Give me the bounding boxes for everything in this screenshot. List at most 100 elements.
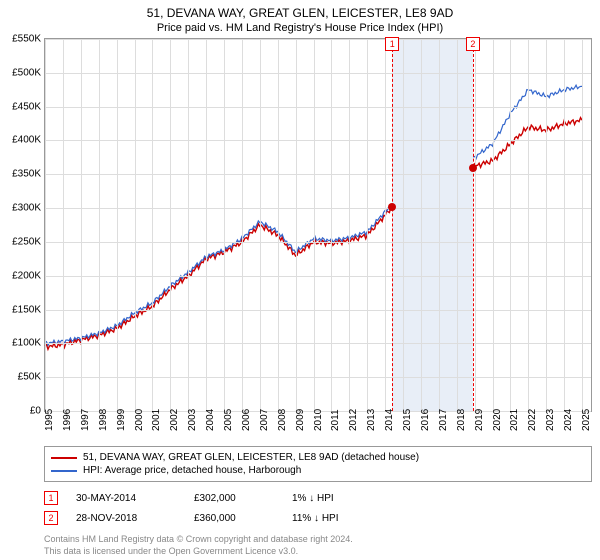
legend-item: 51, DEVANA WAY, GREAT GLEN, LEICESTER, L… <box>51 451 585 464</box>
gridline-v <box>528 39 529 411</box>
x-tick-label: 2009 <box>291 409 306 431</box>
gridline-v <box>493 39 494 411</box>
gridline-h <box>45 39 591 40</box>
gridline-v <box>349 39 350 411</box>
sale-point-dot <box>469 164 477 172</box>
gridline-v <box>188 39 189 411</box>
x-tick-label: 1995 <box>40 409 55 431</box>
gridline-v <box>331 39 332 411</box>
legend: 51, DEVANA WAY, GREAT GLEN, LEICESTER, L… <box>44 446 592 482</box>
x-tick-label: 2002 <box>165 409 180 431</box>
x-tick-label: 2015 <box>398 409 413 431</box>
gridline-h <box>45 174 591 175</box>
gridline-v <box>439 39 440 411</box>
gridline-v <box>81 39 82 411</box>
shaded-region <box>392 39 473 411</box>
x-tick-label: 2022 <box>523 409 538 431</box>
x-tick-label: 2004 <box>201 409 216 431</box>
gridline-v <box>385 39 386 411</box>
x-tick-label: 2000 <box>130 409 145 431</box>
x-tick-label: 2014 <box>380 409 395 431</box>
gridline-v <box>421 39 422 411</box>
gridline-v <box>510 39 511 411</box>
x-tick-label: 2025 <box>577 409 592 431</box>
gridline-v <box>296 39 297 411</box>
legend-swatch <box>51 457 77 459</box>
chart-svg <box>45 39 591 411</box>
transaction-marker-badge: 1 <box>44 491 58 505</box>
gridline-h <box>45 208 591 209</box>
gridline-v <box>278 39 279 411</box>
y-tick-label: £200K <box>12 270 45 281</box>
footer-attribution: Contains HM Land Registry data © Crown c… <box>44 534 592 557</box>
sale-marker-line <box>392 39 393 411</box>
chart-plot-area: £0£50K£100K£150K£200K£250K£300K£350K£400… <box>44 38 592 412</box>
gridline-v <box>546 39 547 411</box>
sale-marker-badge: 1 <box>385 37 399 51</box>
gridline-h <box>45 343 591 344</box>
legend-item: HPI: Average price, detached house, Harb… <box>51 464 585 477</box>
x-tick-label: 2001 <box>147 409 162 431</box>
y-tick-label: £250K <box>12 236 45 247</box>
x-tick-label: 1998 <box>94 409 109 431</box>
x-tick-label: 2019 <box>470 409 485 431</box>
gridline-v <box>403 39 404 411</box>
x-tick-label: 2012 <box>344 409 359 431</box>
gridline-v <box>152 39 153 411</box>
x-tick-label: 2008 <box>273 409 288 431</box>
y-tick-label: £300K <box>12 203 45 214</box>
y-tick-label: £550K <box>12 34 45 45</box>
x-tick-label: 2020 <box>488 409 503 431</box>
x-tick-label: 2024 <box>559 409 574 431</box>
legend-swatch <box>51 470 77 472</box>
transaction-date: 28-NOV-2018 <box>76 513 176 524</box>
transaction-price: £360,000 <box>194 513 274 524</box>
x-tick-label: 2010 <box>309 409 324 431</box>
y-tick-label: £50K <box>18 372 45 383</box>
y-tick-label: £100K <box>12 338 45 349</box>
gridline-v <box>135 39 136 411</box>
gridline-h <box>45 276 591 277</box>
transaction-marker-badge: 2 <box>44 511 58 525</box>
y-tick-label: £500K <box>12 67 45 78</box>
x-tick-label: 1997 <box>76 409 91 431</box>
x-tick-label: 2007 <box>255 409 270 431</box>
footer-line-2: This data is licensed under the Open Gov… <box>44 546 592 558</box>
sale-marker-line <box>473 39 474 411</box>
x-tick-label: 2016 <box>416 409 431 431</box>
gridline-v <box>564 39 565 411</box>
sale-point-dot <box>388 203 396 211</box>
gridline-h <box>45 140 591 141</box>
gridline-v <box>260 39 261 411</box>
transaction-table: 130-MAY-2014£302,0001% ↓ HPI 2 28-NOV-2018… <box>44 488 592 528</box>
gridline-v <box>242 39 243 411</box>
x-tick-label: 2021 <box>505 409 520 431</box>
x-tick-label: 2017 <box>434 409 449 431</box>
transaction-row: 2 28-NOV-2018 £360,000 11% ↓ HPI <box>44 508 592 528</box>
gridline-h <box>45 73 591 74</box>
transaction-row: 130-MAY-2014£302,0001% ↓ HPI <box>44 488 592 508</box>
y-tick-label: £350K <box>12 169 45 180</box>
x-tick-label: 1999 <box>112 409 127 431</box>
gridline-v <box>206 39 207 411</box>
x-tick-label: 2005 <box>219 409 234 431</box>
sale-marker-badge: 2 <box>466 37 480 51</box>
chart-title: 51, DEVANA WAY, GREAT GLEN, LEICESTER, L… <box>0 0 600 20</box>
gridline-v <box>45 39 46 411</box>
legend-label: HPI: Average price, detached house, Harb… <box>83 465 301 476</box>
transaction-delta: 11% ↓ HPI <box>292 513 372 524</box>
gridline-v <box>457 39 458 411</box>
transaction-delta: 1% ↓ HPI <box>292 493 372 504</box>
gridline-v <box>99 39 100 411</box>
gridline-v <box>314 39 315 411</box>
gridline-h <box>45 107 591 108</box>
gridline-v <box>582 39 583 411</box>
gridline-v <box>170 39 171 411</box>
y-tick-label: £450K <box>12 101 45 112</box>
chart-subtitle: Price paid vs. HM Land Registry's House … <box>0 20 600 38</box>
gridline-h <box>45 242 591 243</box>
x-tick-label: 2023 <box>541 409 556 431</box>
gridline-v <box>63 39 64 411</box>
y-tick-label: £150K <box>12 304 45 315</box>
gridline-h <box>45 310 591 311</box>
